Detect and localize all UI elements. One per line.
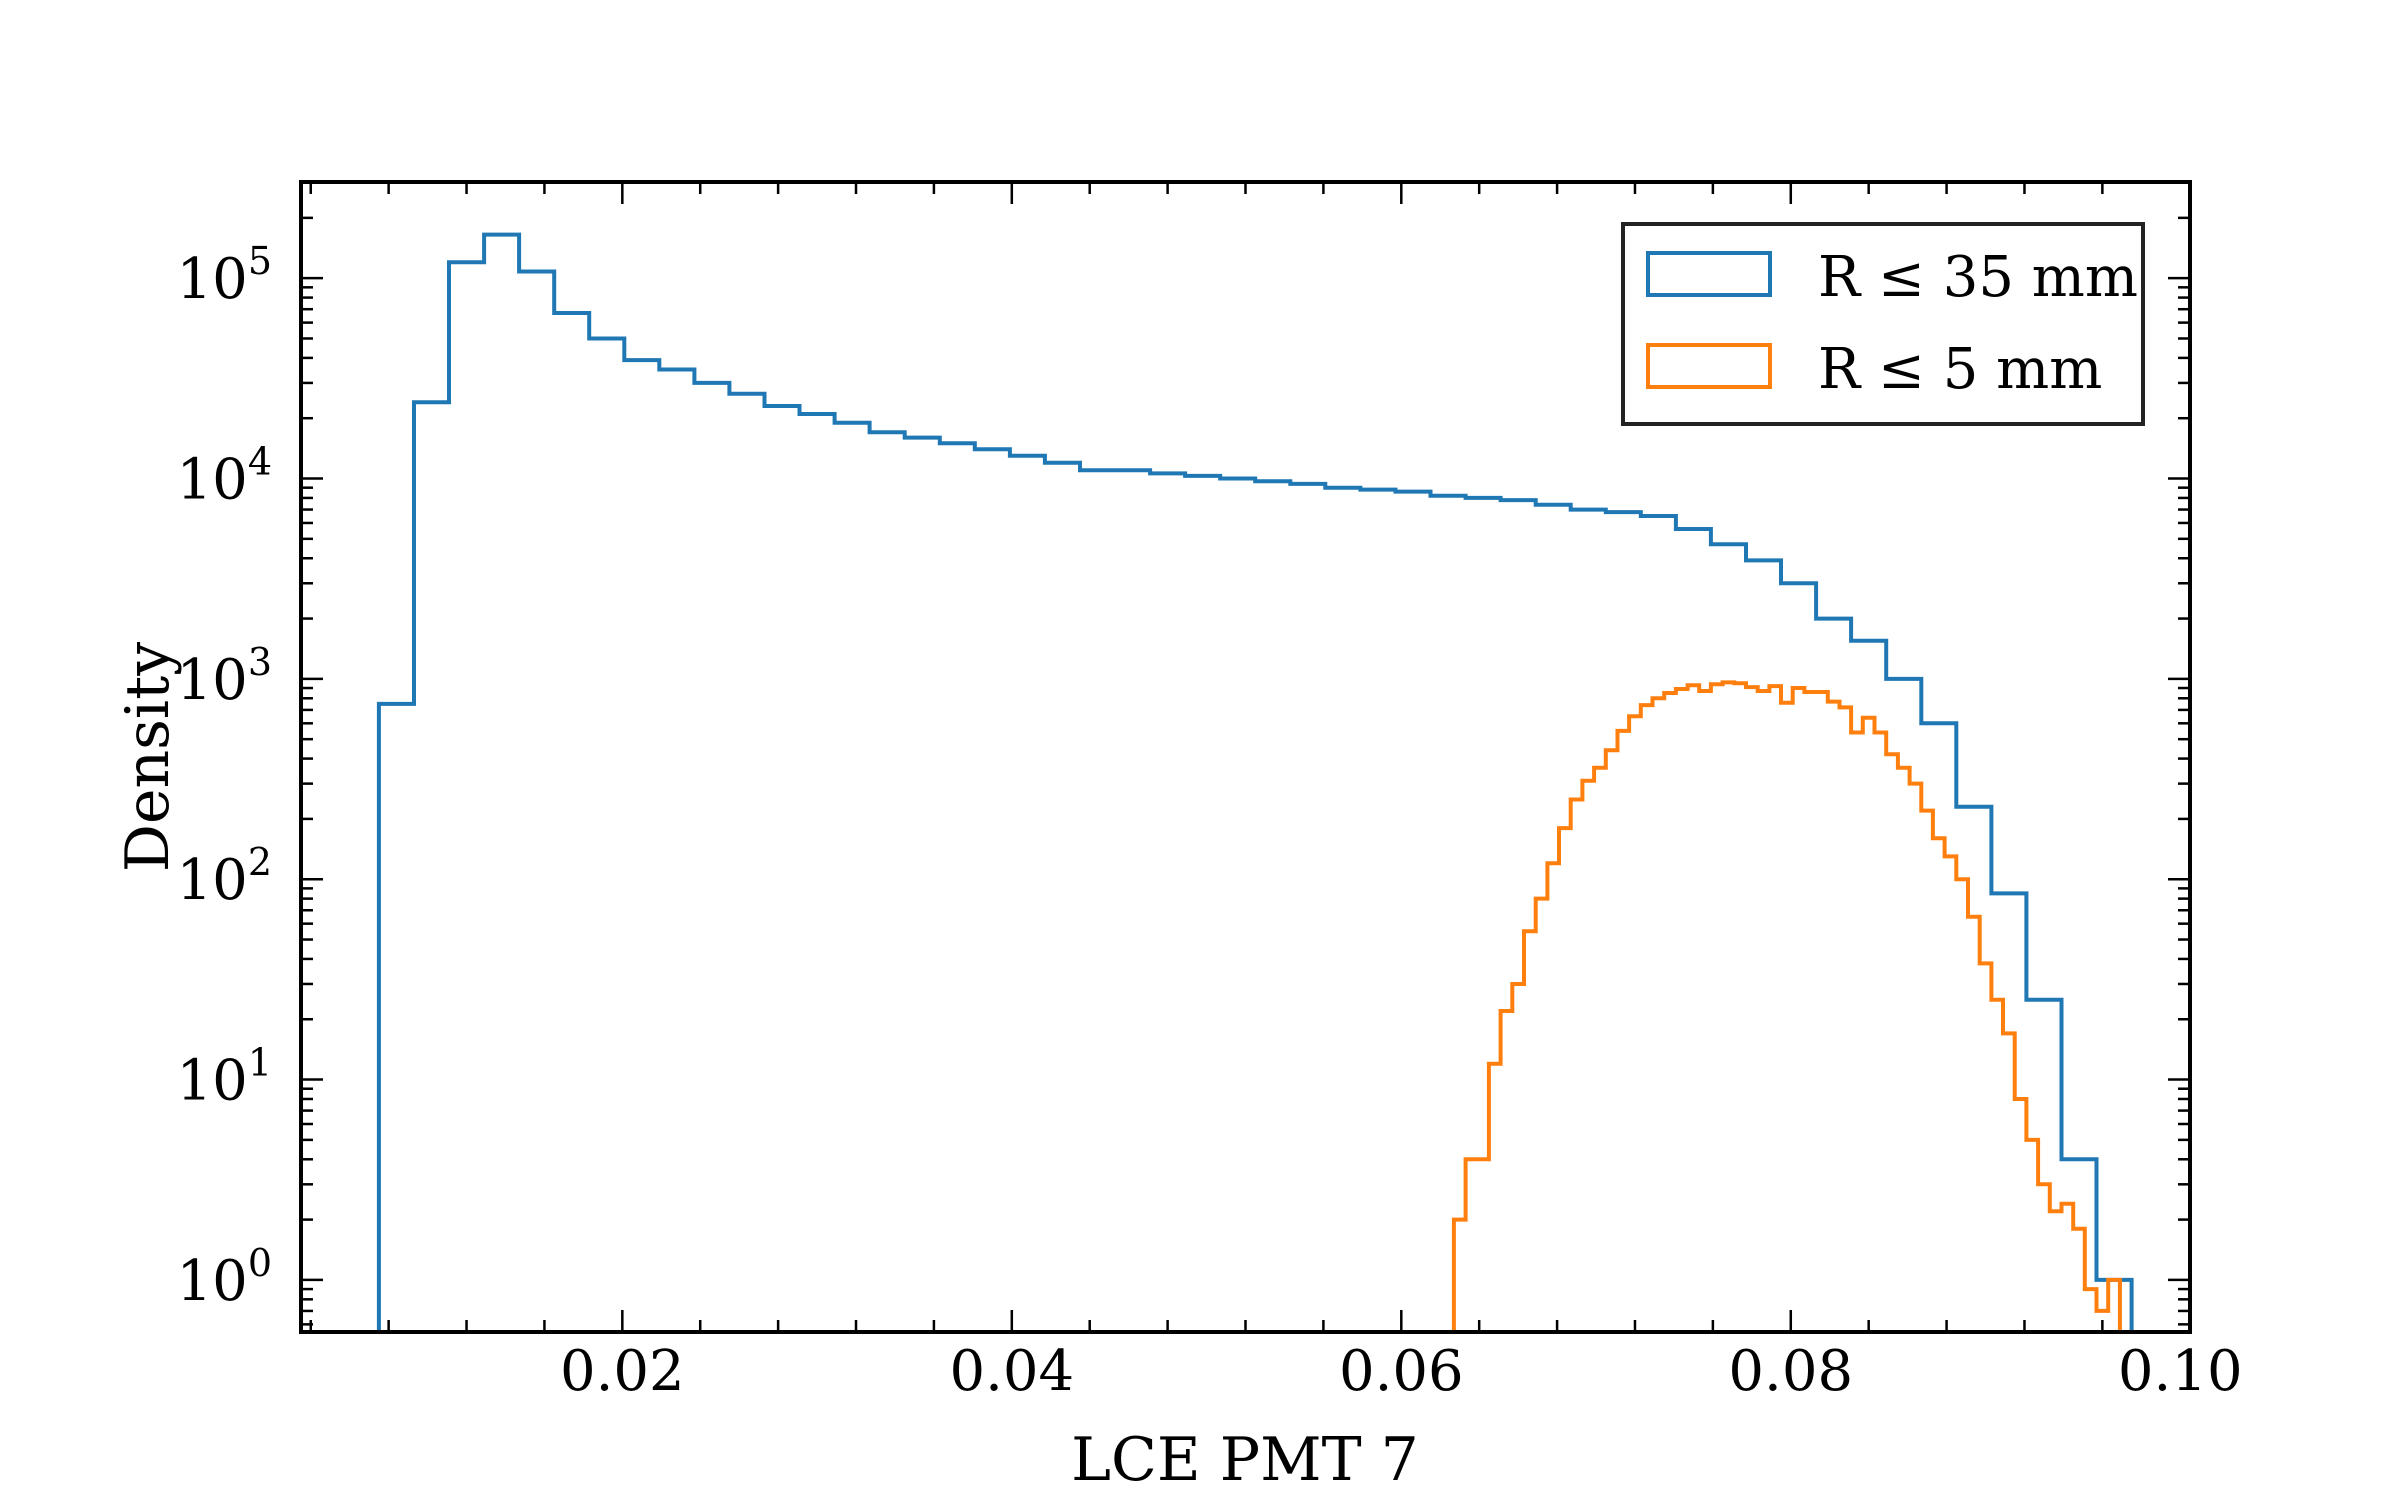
x-axis-label: LCE PMT 7 (1071, 1425, 1419, 1495)
legend-label-r35: R ≤ 35 mm (1818, 245, 2138, 310)
y-tick-labels: 100 101 102 103 104 105 (177, 239, 272, 1314)
y-axis-label: Density (113, 642, 183, 872)
x-tick-labels: 0.02 0.04 0.06 0.08 0.10 (560, 1339, 2243, 1404)
y-tick-label: 102 (177, 840, 272, 913)
y-tick-label: 104 (177, 440, 272, 513)
legend-box (1621, 222, 2145, 426)
legend-swatch-r5 (1646, 343, 1772, 389)
y-tick-label: 101 (177, 1041, 272, 1114)
x-tick-label: 0.04 (949, 1339, 1074, 1404)
x-tick-label: 0.02 (560, 1339, 685, 1404)
plot-frame (299, 180, 2192, 1334)
legend: R ≤ 35 mm R ≤ 5 mm (1621, 222, 2145, 426)
legend-swatch-r35 (1646, 251, 1772, 297)
y-tick-label: 105 (177, 239, 272, 312)
y-tick-label: 100 (177, 1241, 272, 1314)
x-tick-label: 0.06 (1339, 1339, 1464, 1404)
series-line-1 (1451, 680, 2122, 1332)
x-tick-label: 0.08 (1728, 1339, 1853, 1404)
legend-label-r5: R ≤ 5 mm (1818, 337, 2102, 402)
x-tick-label: 0.10 (2118, 1339, 2243, 1404)
series-layer (376, 232, 2134, 1332)
series-line-0 (376, 232, 2134, 1332)
y-tick-label: 103 (177, 640, 272, 713)
